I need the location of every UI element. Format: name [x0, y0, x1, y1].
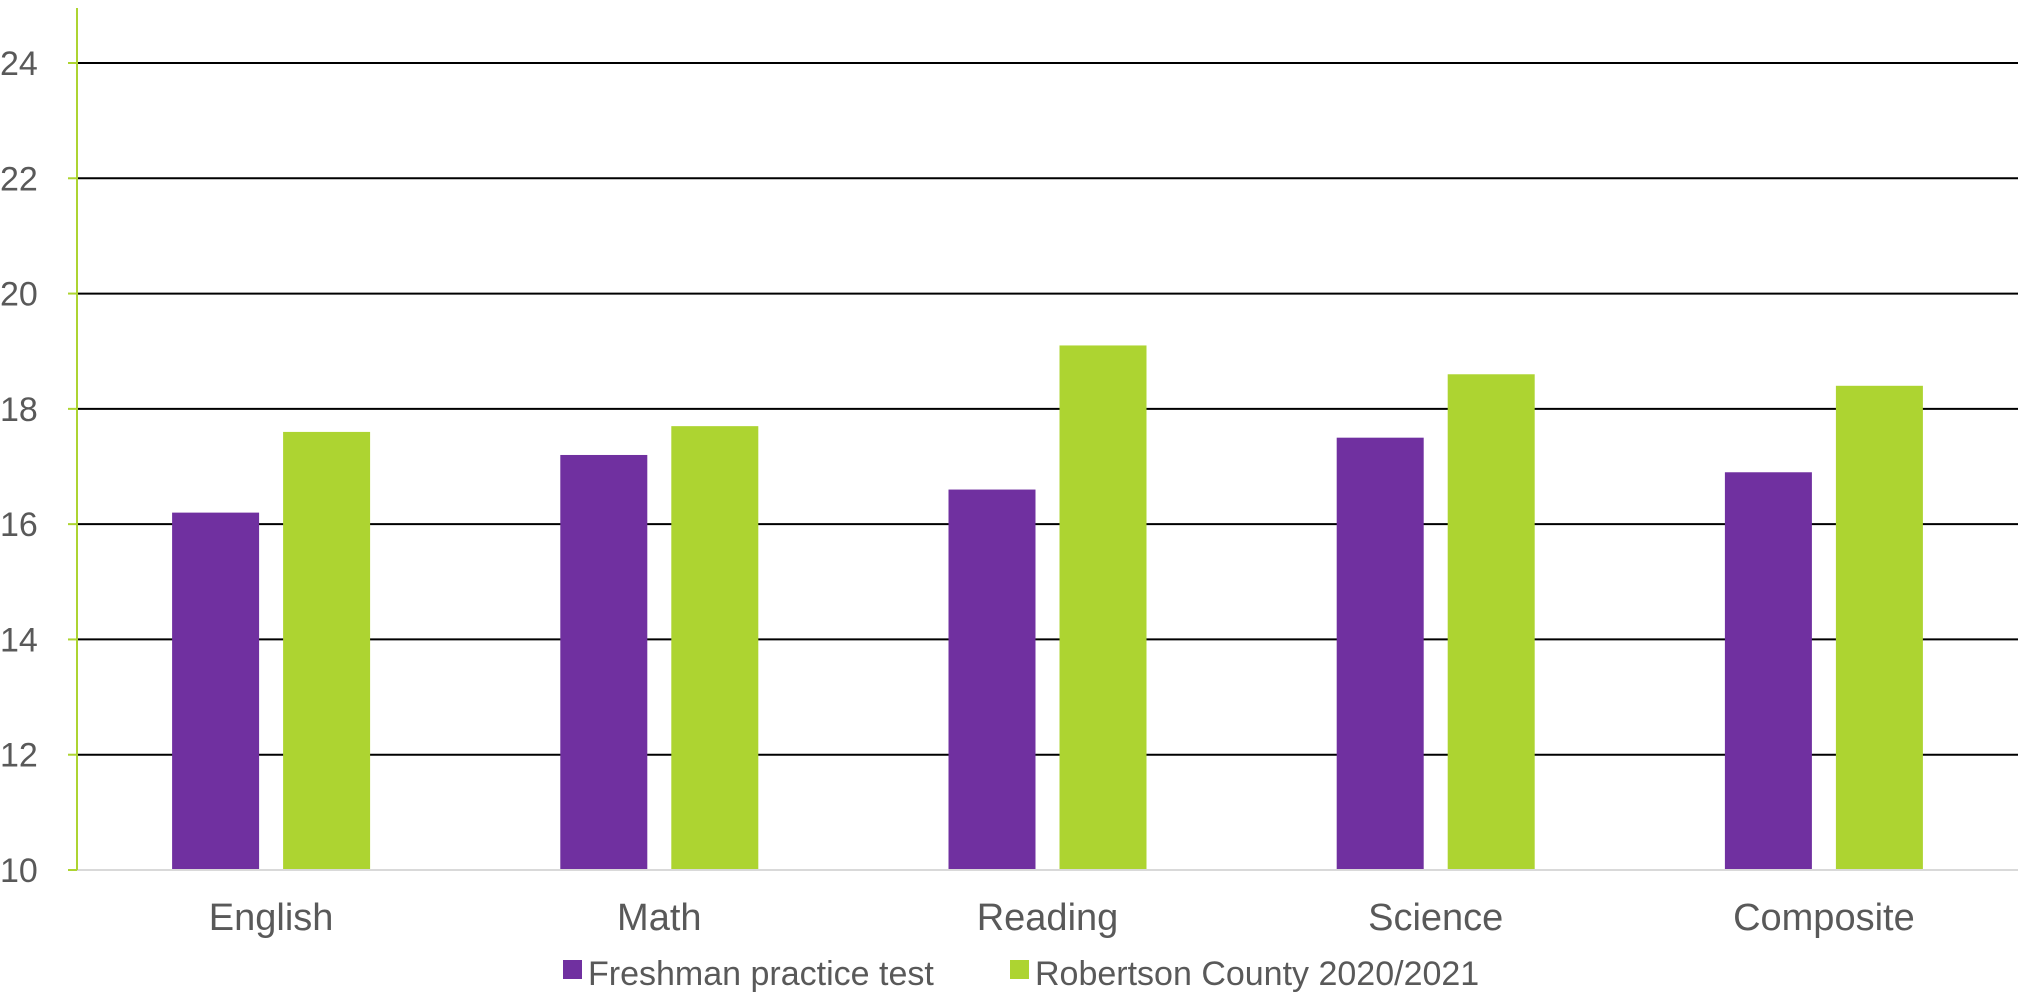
y-tick-label: 12: [0, 737, 38, 775]
bar-math-series-1: [560, 454, 648, 870]
legend-swatch-2: [1010, 960, 1029, 979]
bar-science-series-1: [1336, 437, 1424, 870]
x-tick-labels: English Math Reading Science Composite: [209, 897, 1915, 939]
x-tick-label: Math: [617, 897, 701, 939]
legend: Freshman practice test Robertson County 2…: [563, 955, 1479, 993]
x-tick-label: Reading: [977, 897, 1119, 939]
bar-reading-series-1: [948, 489, 1036, 870]
bar-composite-series-2: [1835, 385, 1923, 870]
x-tick-label: English: [209, 897, 334, 939]
y-tick-label: 14: [0, 621, 38, 659]
legend-label-2: Robertson County 2020/2021: [1035, 955, 1479, 993]
y-tick-label: 20: [0, 276, 38, 314]
y-tick-label: 16: [0, 506, 38, 544]
legend-label-1: Freshman practice test: [588, 955, 934, 993]
y-tick-labels: 10 12 14 16 18 20 22 24: [0, 45, 38, 890]
bars: [172, 345, 1923, 870]
bar-composite-series-1: [1724, 472, 1812, 870]
y-tick-label: 24: [0, 45, 38, 83]
x-tick-label: Science: [1368, 897, 1503, 939]
legend-swatch-1: [563, 960, 582, 979]
y-tick-label: 22: [0, 160, 38, 198]
x-tick-label: Composite: [1733, 897, 1915, 939]
bar-science-series-2: [1447, 374, 1535, 870]
bar-reading-series-2: [1059, 345, 1147, 870]
y-tick-label: 10: [0, 852, 38, 890]
axes: [68, 8, 2018, 871]
bar-english-series-2: [283, 431, 371, 870]
bar-math-series-2: [671, 426, 759, 870]
y-tick-label: 18: [0, 391, 38, 429]
bar-english-series-1: [172, 512, 260, 870]
gridlines: [77, 62, 2018, 756]
